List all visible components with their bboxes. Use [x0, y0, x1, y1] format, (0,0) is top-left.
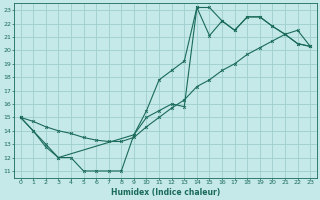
X-axis label: Humidex (Indice chaleur): Humidex (Indice chaleur)	[111, 188, 220, 197]
